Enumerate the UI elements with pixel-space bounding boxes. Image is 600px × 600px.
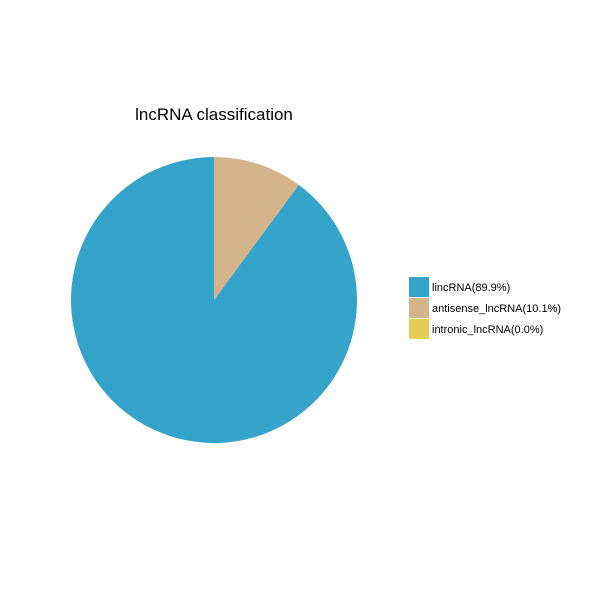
chart-title: lncRNA classification xyxy=(135,105,293,124)
pie-slice-antisense-lncrna xyxy=(214,157,299,300)
legend-swatch-intronic-lncrna xyxy=(409,319,429,339)
legend-swatch-lincrna xyxy=(409,277,429,297)
legend-label-lincrna: lincRNA(89.9%) xyxy=(432,282,510,294)
legend-swatch-antisense-lncrna xyxy=(409,298,429,318)
pie-slices xyxy=(70,157,357,444)
legend-label-antisense-lncrna: antisense_lncRNA(10.1%) xyxy=(432,303,561,315)
pie-slice-lincrna xyxy=(70,157,357,444)
legend-label-intronic-lncrna: intronic_lncRNA(0.0%) xyxy=(432,324,543,336)
legend: lincRNA(89.9%) antisense_lncRNA(10.1%)int… xyxy=(409,277,561,339)
